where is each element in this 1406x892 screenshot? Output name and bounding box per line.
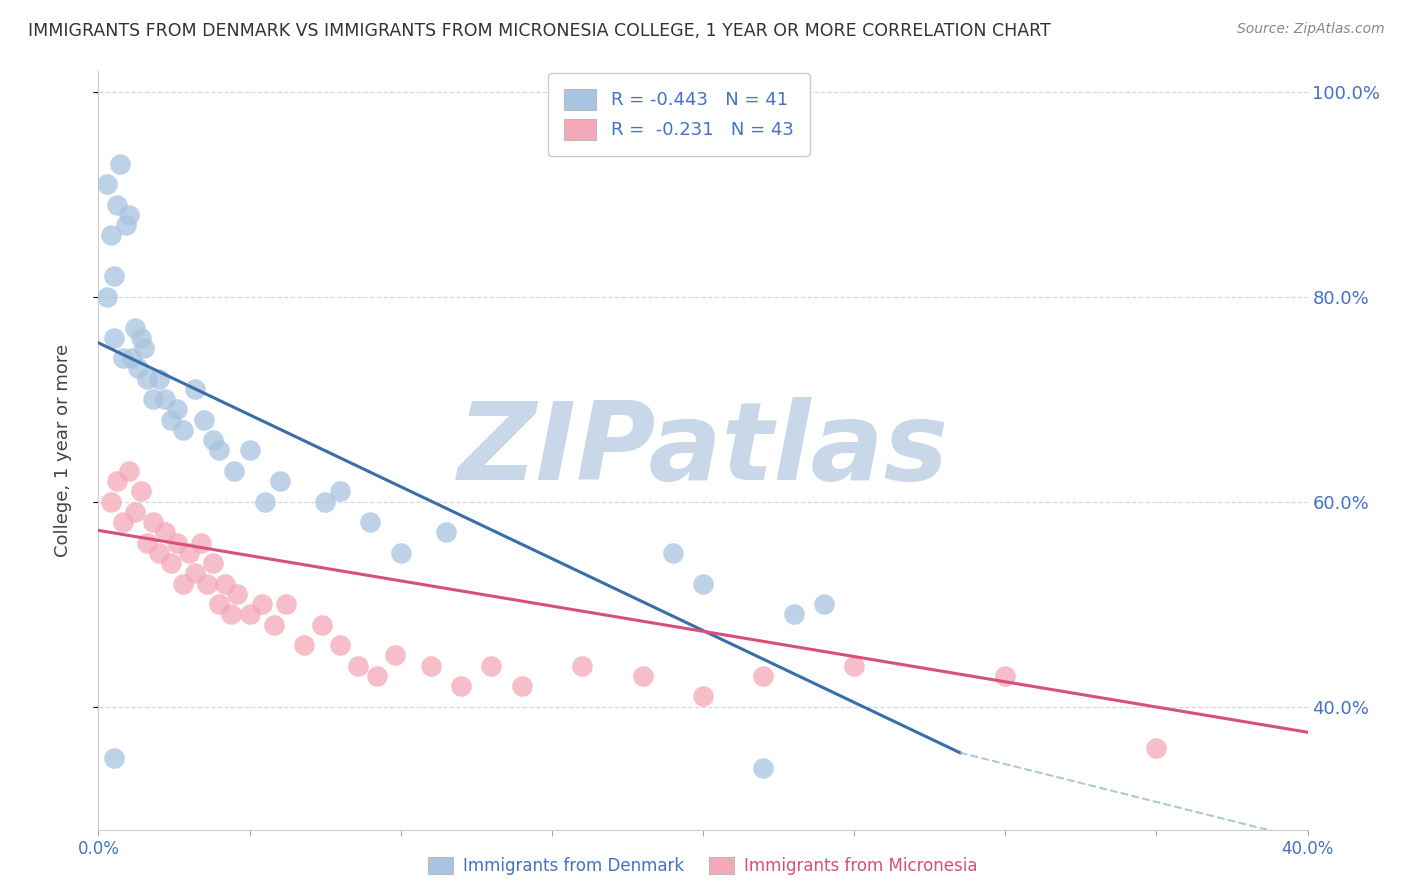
Point: [208, 597, 231, 611]
Point: [202, 556, 225, 570]
Point: [420, 658, 443, 673]
Point: [103, 751, 125, 765]
Point: [239, 607, 262, 622]
Point: [253, 494, 276, 508]
Point: [118, 464, 141, 478]
Point: [193, 413, 215, 427]
Point: [510, 679, 533, 693]
Point: [389, 546, 412, 560]
Point: [208, 443, 231, 458]
Point: [129, 331, 152, 345]
Point: [172, 423, 194, 437]
Point: [148, 372, 170, 386]
Point: [118, 208, 141, 222]
Text: Source: ZipAtlas.com: Source: ZipAtlas.com: [1237, 22, 1385, 37]
Point: [153, 525, 176, 540]
Point: [190, 535, 212, 549]
Point: [135, 535, 157, 549]
Point: [263, 617, 285, 632]
Point: [105, 474, 128, 488]
Point: [481, 658, 503, 673]
Point: [142, 392, 165, 407]
Point: [239, 443, 262, 458]
Point: [121, 351, 143, 366]
Point: [153, 392, 176, 407]
Point: [571, 658, 593, 673]
Point: [226, 587, 249, 601]
Point: [108, 156, 131, 170]
Point: [184, 382, 207, 396]
Point: [994, 669, 1017, 683]
Point: [166, 535, 188, 549]
Point: [329, 484, 352, 499]
Point: [844, 658, 866, 673]
Point: [783, 607, 806, 622]
Point: [692, 576, 714, 591]
Point: [142, 515, 165, 529]
Point: [661, 546, 683, 560]
Point: [111, 351, 134, 366]
Point: [269, 474, 291, 488]
Point: [202, 434, 225, 448]
Point: [347, 658, 370, 673]
Point: [166, 402, 188, 417]
Point: [450, 679, 472, 693]
Point: [127, 361, 149, 376]
Point: [100, 494, 122, 508]
Point: [329, 638, 352, 652]
Point: [274, 597, 297, 611]
Point: [250, 597, 273, 611]
Point: [100, 228, 122, 243]
Point: [135, 372, 157, 386]
Text: IMMIGRANTS FROM DENMARK VS IMMIGRANTS FROM MICRONESIA COLLEGE, 1 YEAR OR MORE CO: IMMIGRANTS FROM DENMARK VS IMMIGRANTS FR…: [28, 22, 1050, 40]
Point: [360, 515, 382, 529]
Point: [292, 638, 315, 652]
Point: [114, 218, 136, 232]
Text: ZIPatlas: ZIPatlas: [457, 398, 949, 503]
Point: [1144, 740, 1167, 755]
Point: [148, 546, 170, 560]
Point: [692, 690, 714, 704]
Point: [752, 761, 775, 775]
Point: [124, 505, 146, 519]
Y-axis label: College, 1 year or more: College, 1 year or more: [53, 344, 72, 557]
Point: [631, 669, 654, 683]
Point: [105, 197, 128, 211]
Point: [160, 413, 183, 427]
Point: [111, 515, 134, 529]
Legend: Immigrants from Denmark, Immigrants from Micronesia: Immigrants from Denmark, Immigrants from…: [420, 849, 986, 884]
Point: [184, 566, 207, 581]
Point: [96, 177, 118, 191]
Point: [384, 648, 406, 663]
Point: [314, 494, 336, 508]
Point: [752, 669, 775, 683]
Point: [179, 546, 201, 560]
Point: [129, 484, 152, 499]
Point: [172, 576, 194, 591]
Point: [221, 607, 243, 622]
Point: [103, 331, 125, 345]
Point: [311, 617, 333, 632]
Point: [224, 464, 246, 478]
Point: [103, 269, 125, 284]
Point: [132, 341, 155, 355]
Point: [214, 576, 236, 591]
Point: [366, 669, 388, 683]
Point: [96, 290, 118, 304]
Point: [813, 597, 835, 611]
Point: [160, 556, 183, 570]
Legend: R = -0.443   N = 41, R =  -0.231   N = 43: R = -0.443 N = 41, R = -0.231 N = 43: [548, 73, 810, 156]
Point: [434, 525, 457, 540]
Point: [195, 576, 218, 591]
Point: [124, 320, 146, 334]
